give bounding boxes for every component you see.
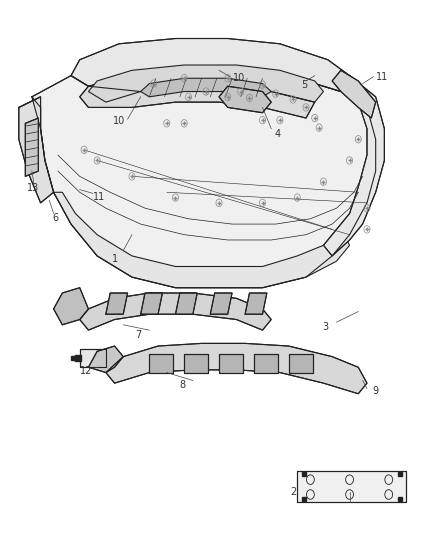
Polygon shape: [210, 293, 232, 314]
Polygon shape: [106, 343, 367, 394]
Text: 11: 11: [376, 71, 389, 82]
Polygon shape: [71, 38, 350, 92]
Text: 2: 2: [290, 487, 296, 497]
Polygon shape: [19, 97, 53, 203]
Polygon shape: [149, 354, 173, 373]
Polygon shape: [332, 70, 376, 118]
Text: 8: 8: [179, 380, 185, 390]
Text: 13: 13: [27, 183, 39, 193]
Polygon shape: [141, 293, 162, 314]
Text: 12: 12: [80, 367, 92, 376]
Polygon shape: [88, 65, 323, 102]
Polygon shape: [53, 288, 88, 325]
Text: 7: 7: [135, 330, 141, 341]
Polygon shape: [245, 293, 267, 314]
Polygon shape: [80, 86, 315, 118]
Polygon shape: [323, 76, 385, 256]
Polygon shape: [176, 293, 197, 314]
Text: 6: 6: [53, 213, 59, 223]
Polygon shape: [141, 78, 271, 97]
Text: 4: 4: [275, 129, 281, 139]
Polygon shape: [289, 354, 313, 373]
Polygon shape: [254, 354, 278, 373]
Polygon shape: [88, 346, 123, 373]
Polygon shape: [25, 118, 39, 176]
Text: 11: 11: [93, 191, 106, 201]
Polygon shape: [297, 471, 406, 503]
Polygon shape: [53, 192, 350, 288]
Text: 3: 3: [322, 322, 328, 333]
Polygon shape: [80, 293, 271, 330]
Text: 9: 9: [373, 386, 379, 396]
Text: 10: 10: [233, 73, 245, 83]
Text: 10: 10: [113, 116, 125, 126]
Polygon shape: [32, 70, 376, 288]
Polygon shape: [219, 354, 243, 373]
Polygon shape: [184, 354, 208, 373]
Text: 1: 1: [112, 254, 118, 263]
Polygon shape: [80, 349, 106, 367]
Polygon shape: [219, 86, 271, 113]
Polygon shape: [106, 293, 127, 314]
Text: 5: 5: [301, 79, 307, 90]
